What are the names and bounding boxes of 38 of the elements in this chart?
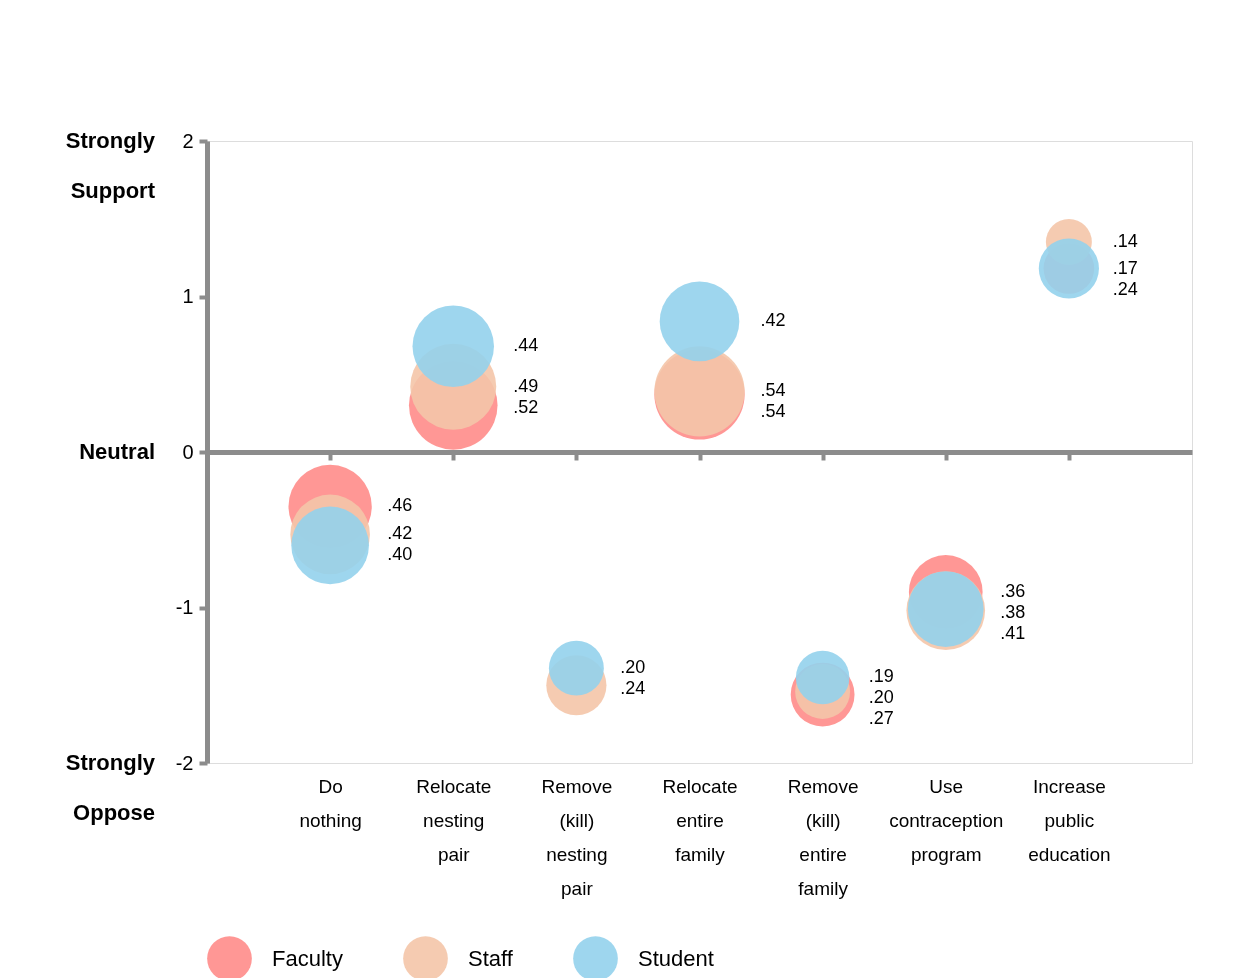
data-label: .14 [1112,231,1138,252]
legend-label: Student [638,945,714,971]
data-label: .20 [868,687,894,708]
data-label: .54 [760,380,786,401]
x-tick-label: Do nothing [299,775,362,831]
data-label: .24 [620,678,646,699]
x-tick-label: Increase public education [1028,775,1111,865]
y-tick-label: -1 [175,596,194,618]
text: Neutral [79,439,155,464]
x-tick-label: Relocate entire family [662,775,738,865]
data-label: .42 [387,523,413,544]
data-label: .41 [1000,622,1026,643]
data-label: .17 [1112,257,1138,278]
legend-label: Staff [468,945,514,971]
data-label: .19 [868,666,894,687]
data-label: .38 [1000,601,1026,622]
data-label: .27 [868,708,894,729]
y-tick-label: -2 [175,751,194,774]
text: Strongly Support [65,128,156,203]
data-label: .49 [513,375,539,396]
data-label: .42 [760,310,786,331]
data-label: .20 [620,657,646,678]
data-label: .36 [1000,580,1026,601]
y-tick-label: 0 [182,440,194,463]
data-label: .40 [387,544,413,565]
x-tick-label: Relocate nesting pair [416,775,492,865]
y-tick-label: 2 [182,129,194,152]
x-tick-label: Use contraception program [889,775,1004,865]
x-tick-label: Remove (kill) nesting pair [541,775,613,899]
data-label: .52 [513,396,539,417]
data-label: .54 [760,401,786,422]
data-label: .46 [387,495,413,516]
x-tick-label: Remove (kill) entire family [787,775,859,899]
data-label: .24 [1112,278,1138,299]
y-tick-label: 1 [182,285,194,307]
text: Strongly Oppose [65,750,156,825]
legend-label: Faculty [272,945,343,971]
data-label: .44 [513,335,539,356]
